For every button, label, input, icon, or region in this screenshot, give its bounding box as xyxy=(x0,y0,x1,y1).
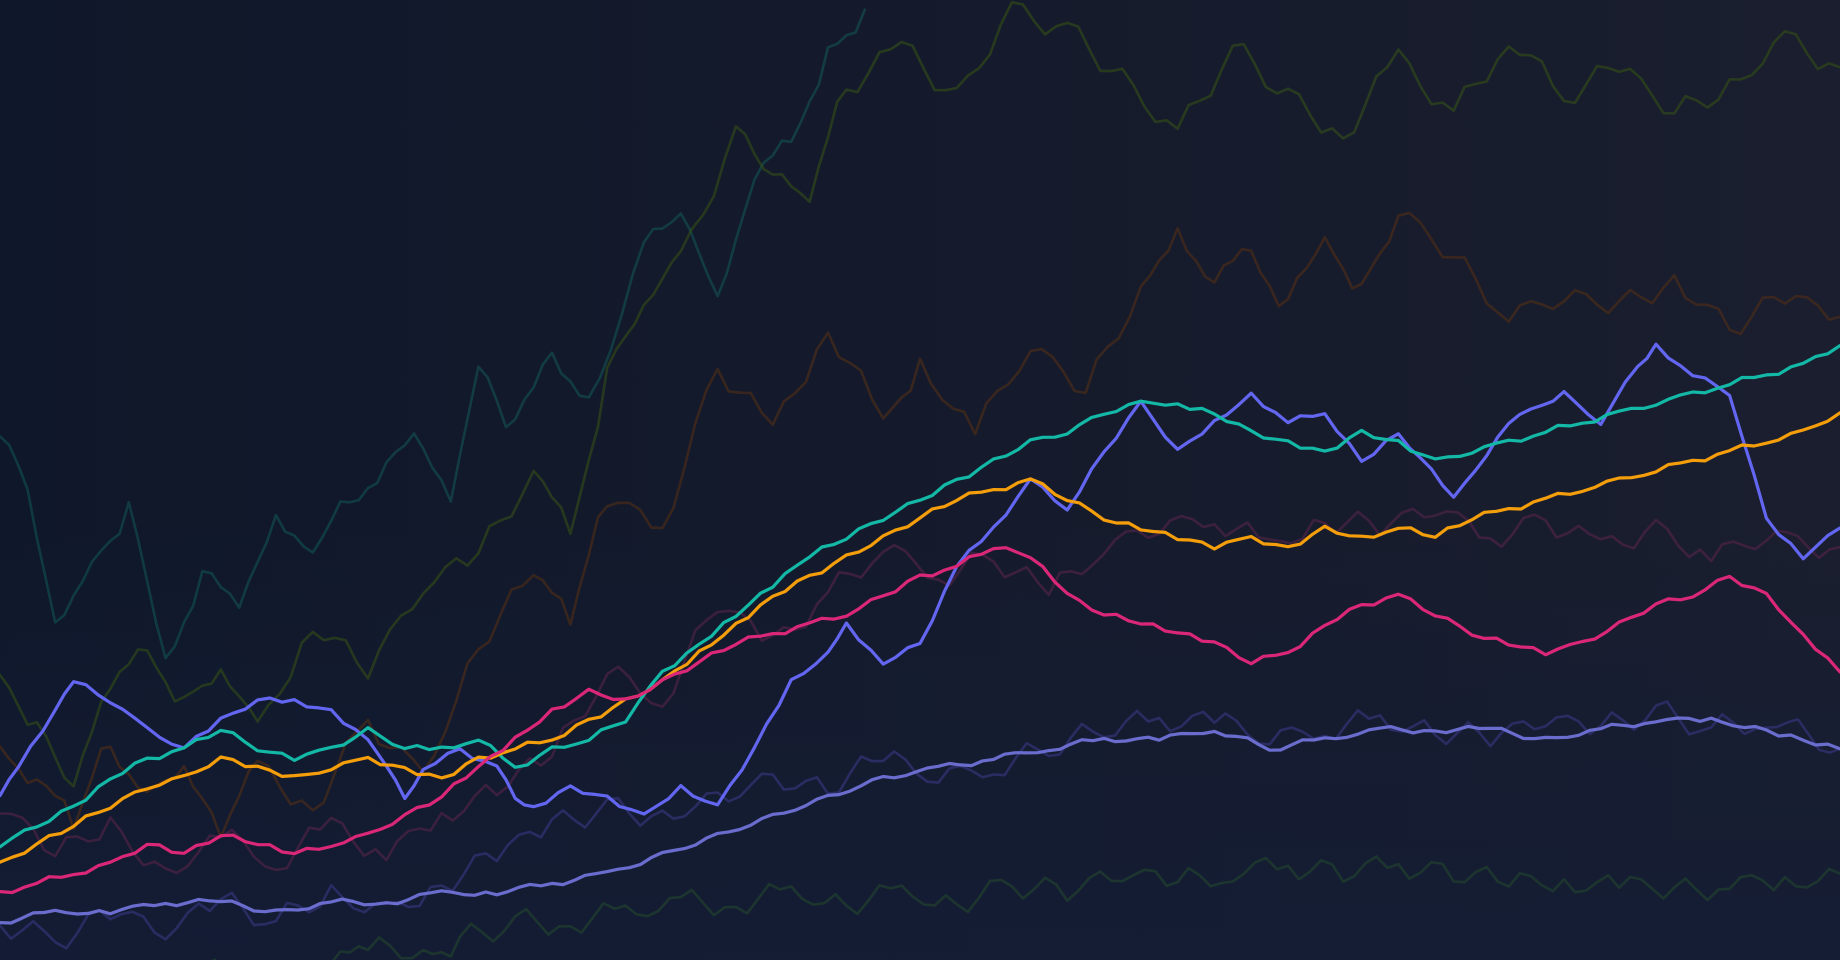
series-line-5 xyxy=(0,700,1840,950)
series-line-3 xyxy=(0,211,1840,839)
series-line-7 xyxy=(0,342,1840,816)
series-line-9 xyxy=(0,411,1840,864)
series-line-10 xyxy=(0,546,1840,895)
series-line-1 xyxy=(0,8,867,660)
series-line-2 xyxy=(0,0,1840,788)
series-line-6 xyxy=(7,855,1840,960)
series-line-11 xyxy=(0,716,1840,925)
series-line-4 xyxy=(0,507,1840,875)
series-line-8 xyxy=(0,344,1840,849)
